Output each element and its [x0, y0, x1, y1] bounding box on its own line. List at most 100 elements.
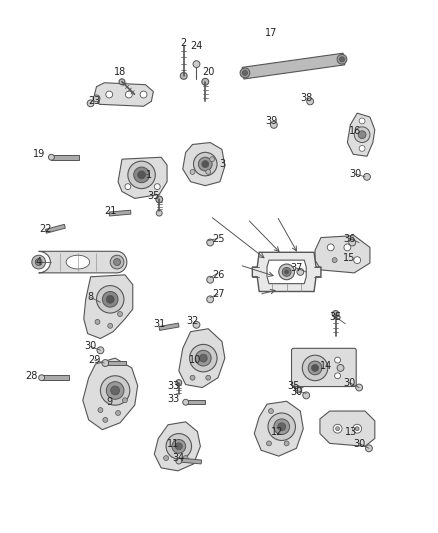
Circle shape	[138, 171, 145, 179]
Text: 35: 35	[287, 381, 300, 391]
Circle shape	[285, 270, 289, 274]
Text: 25: 25	[212, 233, 224, 244]
Polygon shape	[180, 458, 201, 464]
Circle shape	[195, 350, 211, 366]
Circle shape	[279, 264, 294, 280]
Polygon shape	[42, 375, 69, 380]
Circle shape	[108, 324, 113, 328]
Circle shape	[198, 157, 212, 171]
Text: 14: 14	[320, 361, 332, 371]
Circle shape	[32, 255, 46, 269]
Circle shape	[193, 61, 200, 68]
Circle shape	[119, 79, 125, 85]
Text: 15: 15	[343, 253, 356, 263]
Circle shape	[106, 295, 114, 303]
Polygon shape	[46, 224, 65, 233]
Text: 19: 19	[32, 149, 45, 159]
Circle shape	[354, 257, 360, 263]
Circle shape	[125, 184, 131, 190]
Text: 13: 13	[345, 426, 357, 437]
Circle shape	[268, 409, 273, 414]
Circle shape	[207, 296, 214, 303]
Text: 21: 21	[104, 206, 117, 216]
Circle shape	[353, 424, 362, 433]
Text: 27: 27	[212, 289, 224, 300]
Text: 38: 38	[300, 93, 312, 103]
Polygon shape	[186, 400, 205, 404]
Text: 34: 34	[173, 453, 185, 463]
Circle shape	[102, 360, 109, 367]
Circle shape	[154, 184, 160, 190]
Circle shape	[156, 210, 162, 216]
Circle shape	[128, 161, 155, 189]
Text: 11: 11	[167, 439, 179, 449]
Circle shape	[183, 399, 189, 405]
Circle shape	[123, 398, 127, 403]
Circle shape	[202, 160, 209, 167]
Text: 1: 1	[146, 170, 152, 180]
Circle shape	[125, 91, 132, 98]
Circle shape	[311, 365, 318, 372]
Text: 28: 28	[26, 371, 38, 381]
Circle shape	[97, 347, 104, 354]
Text: 22: 22	[39, 224, 52, 234]
Circle shape	[295, 386, 302, 393]
Circle shape	[95, 319, 100, 324]
Polygon shape	[320, 411, 375, 446]
FancyBboxPatch shape	[292, 349, 356, 386]
Circle shape	[268, 413, 296, 440]
Circle shape	[190, 344, 217, 372]
Circle shape	[337, 365, 344, 372]
Text: 30: 30	[349, 169, 361, 179]
Circle shape	[210, 157, 215, 161]
Text: 26: 26	[212, 270, 224, 280]
Circle shape	[332, 257, 337, 263]
Text: 37: 37	[290, 263, 303, 273]
Polygon shape	[109, 210, 131, 216]
Polygon shape	[83, 358, 138, 430]
Text: 9: 9	[106, 397, 112, 407]
Circle shape	[243, 70, 247, 75]
Polygon shape	[254, 401, 303, 456]
Circle shape	[102, 292, 118, 307]
Polygon shape	[154, 422, 200, 471]
Text: 35: 35	[329, 312, 342, 322]
Circle shape	[339, 57, 344, 62]
Circle shape	[332, 311, 339, 318]
Circle shape	[349, 239, 356, 246]
Circle shape	[302, 355, 328, 381]
Polygon shape	[66, 255, 90, 269]
Text: 4: 4	[35, 257, 42, 267]
Circle shape	[337, 54, 347, 64]
Polygon shape	[84, 275, 133, 338]
Text: 16: 16	[349, 126, 361, 136]
Circle shape	[282, 268, 291, 276]
Circle shape	[176, 458, 182, 464]
Circle shape	[176, 379, 182, 385]
Circle shape	[327, 244, 334, 251]
Circle shape	[140, 91, 147, 98]
Text: 2: 2	[180, 37, 187, 47]
Polygon shape	[159, 323, 179, 330]
Circle shape	[199, 354, 207, 362]
Circle shape	[354, 127, 370, 142]
Text: 33: 33	[167, 394, 179, 405]
Circle shape	[240, 68, 250, 78]
Polygon shape	[118, 157, 167, 198]
Text: 18: 18	[114, 67, 126, 77]
Text: 36: 36	[343, 233, 356, 244]
Circle shape	[364, 173, 371, 180]
Circle shape	[166, 433, 191, 459]
Circle shape	[336, 427, 339, 431]
Polygon shape	[51, 155, 79, 160]
Circle shape	[206, 375, 211, 380]
Circle shape	[356, 384, 363, 391]
Circle shape	[335, 373, 340, 379]
Circle shape	[106, 382, 124, 399]
Circle shape	[308, 361, 322, 375]
Circle shape	[110, 255, 124, 269]
Circle shape	[172, 440, 186, 453]
Circle shape	[175, 443, 182, 450]
Text: 17: 17	[265, 28, 277, 38]
Text: 12: 12	[271, 426, 283, 437]
